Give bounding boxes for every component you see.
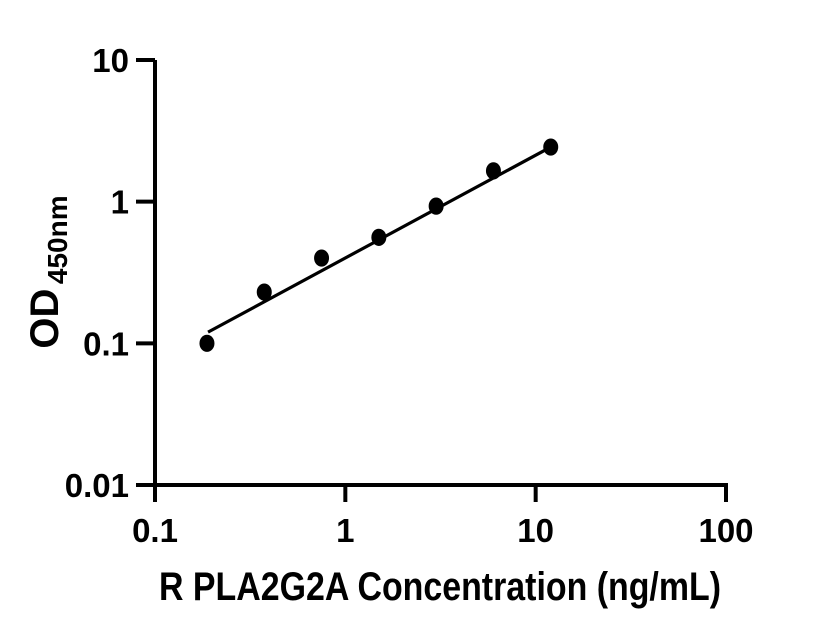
x-tick-label: 10 bbox=[517, 512, 554, 549]
axis-lines bbox=[153, 60, 728, 487]
data-point bbox=[485, 162, 501, 180]
data-point bbox=[371, 228, 387, 246]
data-point bbox=[314, 249, 330, 267]
data-point bbox=[543, 138, 559, 156]
x-tick-label: 100 bbox=[698, 512, 753, 549]
y-axis-title: OD 450nm bbox=[23, 195, 73, 348]
data-point bbox=[256, 283, 272, 301]
y-tick-label: 0.01 bbox=[65, 467, 129, 504]
data-points bbox=[199, 138, 559, 352]
y-tick-label: 0.1 bbox=[83, 325, 129, 362]
y-axis-title-sub: 450nm bbox=[42, 195, 73, 284]
y-tick-label: 10 bbox=[92, 42, 129, 79]
data-point bbox=[199, 334, 215, 352]
x-tick-label: 1 bbox=[336, 512, 354, 549]
svg-text:OD 450nm: OD 450nm bbox=[23, 195, 73, 348]
x-axis-title: R PLA2G2A Concentration (ng/mL) bbox=[159, 565, 721, 609]
y-tick-label: 1 bbox=[111, 184, 129, 221]
x-tick-label: 0.1 bbox=[132, 512, 178, 549]
data-point bbox=[428, 197, 444, 215]
y-axis-title-main: OD bbox=[23, 289, 67, 349]
